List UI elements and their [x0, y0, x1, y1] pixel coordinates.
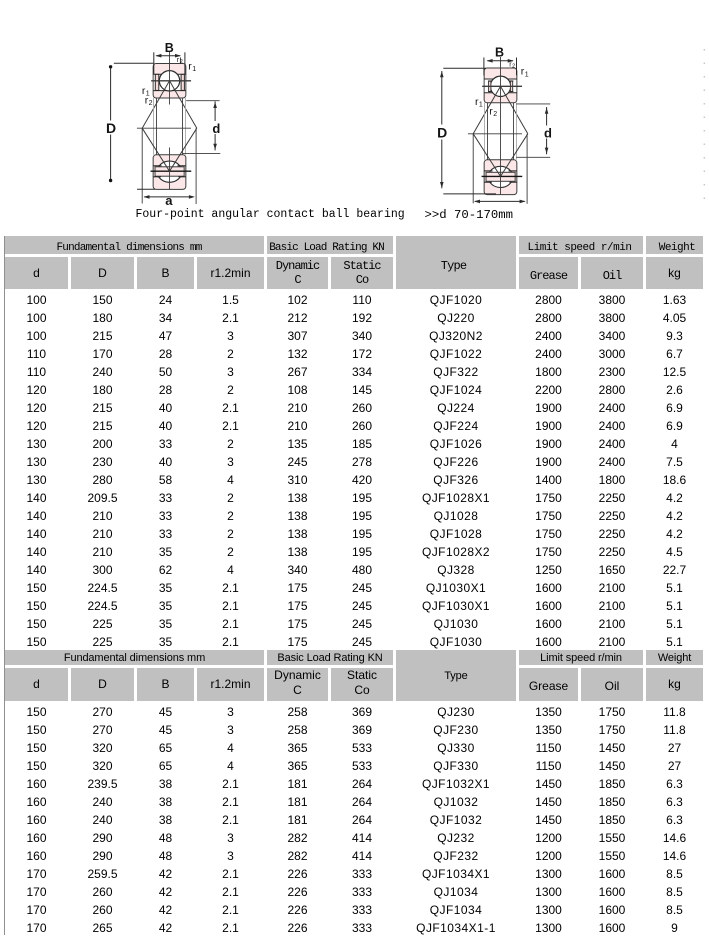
- svg-text:2: 2: [493, 111, 497, 118]
- svg-text:D: D: [437, 125, 447, 141]
- svg-text:2: 2: [180, 59, 183, 65]
- svg-text:r: r: [188, 61, 192, 73]
- svg-text:D: D: [106, 120, 116, 136]
- svg-text:r: r: [475, 96, 479, 108]
- svg-text:r: r: [489, 105, 493, 117]
- svg-text:r: r: [521, 66, 525, 78]
- svg-text:2: 2: [149, 100, 153, 107]
- svg-text:a: a: [165, 193, 173, 208]
- svg-text:1: 1: [479, 101, 483, 108]
- svg-text:r: r: [177, 57, 180, 64]
- svg-text:1: 1: [525, 71, 529, 78]
- svg-text:B: B: [495, 46, 504, 60]
- svg-text:d: d: [544, 125, 552, 140]
- svg-text:d: d: [212, 121, 220, 136]
- svg-text:1: 1: [146, 90, 150, 97]
- svg-text:2: 2: [512, 64, 515, 70]
- svg-text:B: B: [165, 41, 174, 55]
- svg-text:r: r: [142, 85, 146, 97]
- svg-text:r: r: [145, 94, 149, 106]
- svg-text:r: r: [509, 61, 512, 68]
- svg-text:1: 1: [192, 66, 196, 73]
